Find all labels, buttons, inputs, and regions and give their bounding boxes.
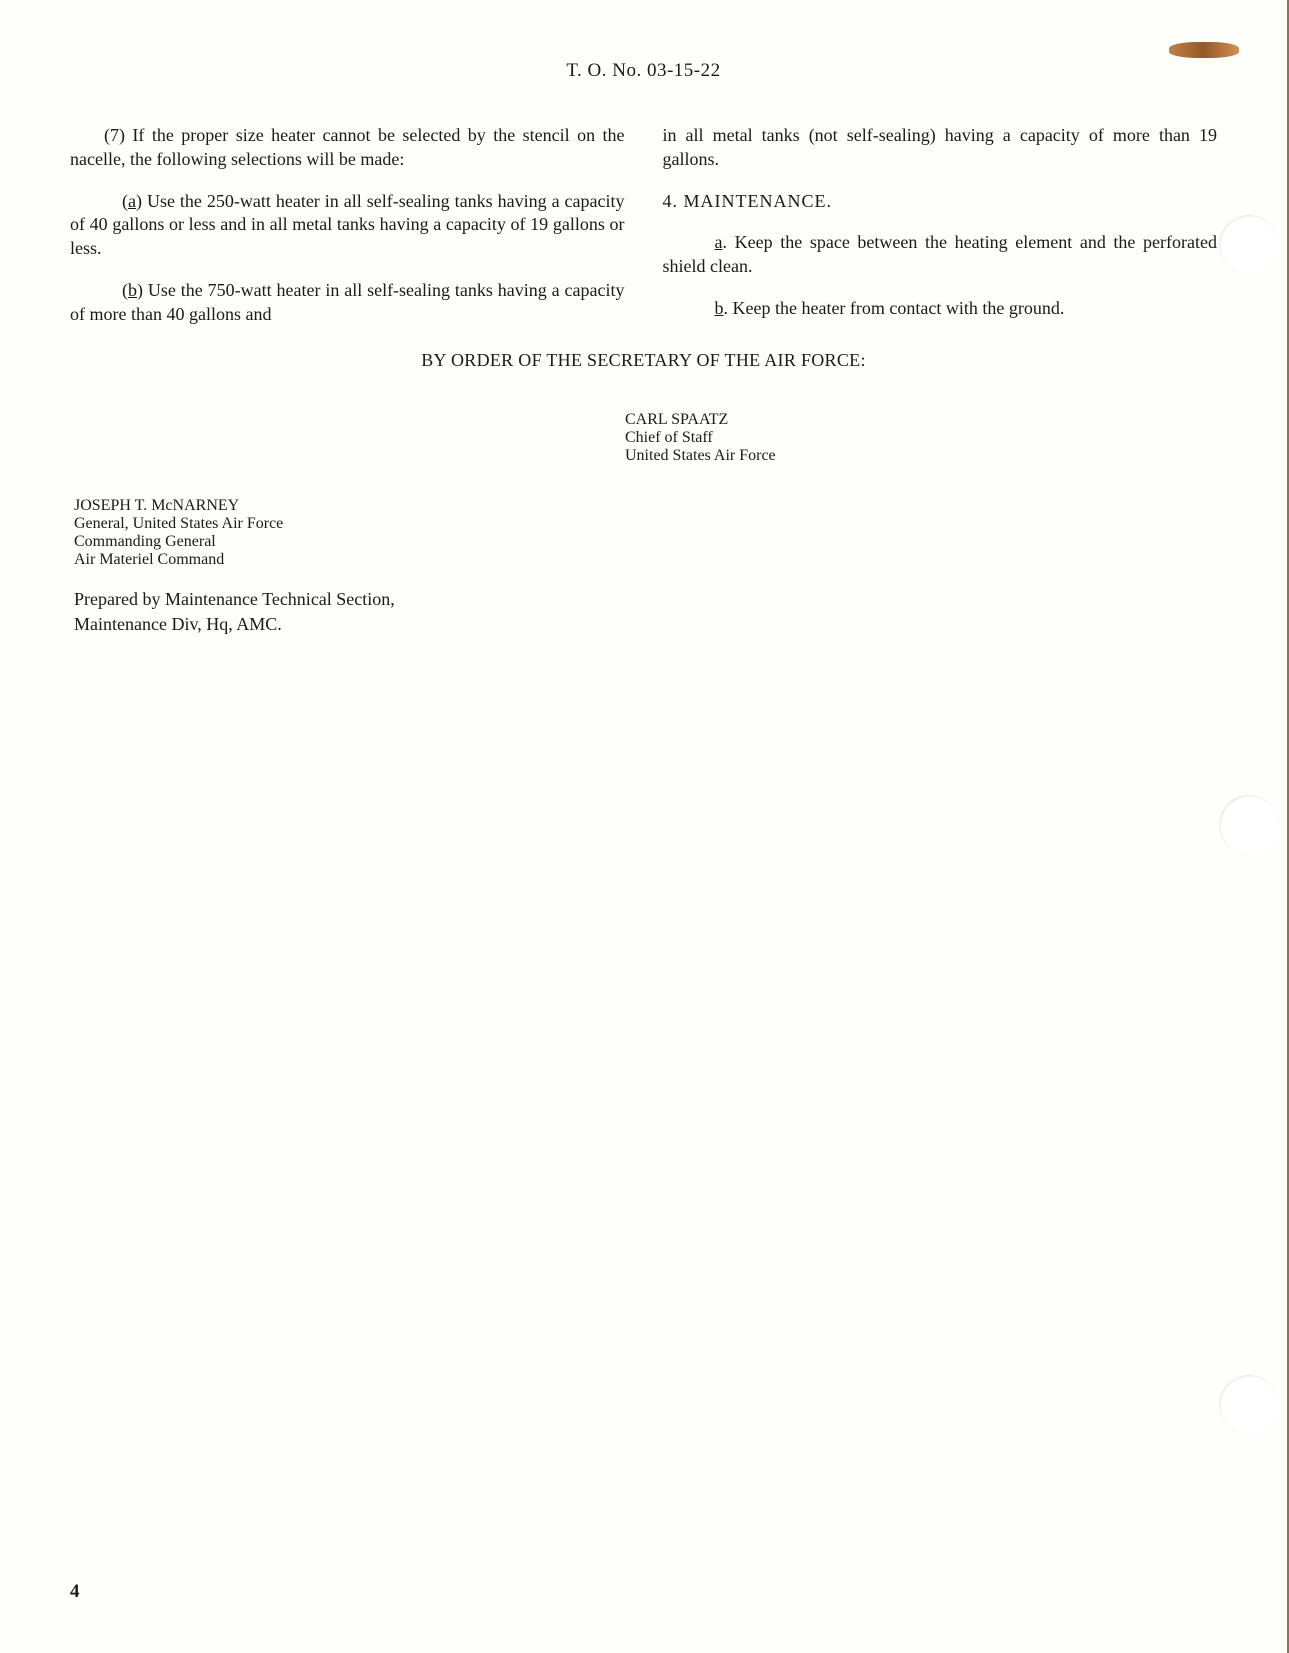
letter-a: a <box>715 232 723 252</box>
binder-hole <box>1219 795 1279 855</box>
sig-org: Air Materiel Command <box>74 551 1217 569</box>
para-4a-text: . Keep the space between the heating ele… <box>663 232 1218 276</box>
para-continuation: in all metal tanks (not self-sealing) ha… <box>663 124 1218 172</box>
body-columns: (7) If the proper size heater cannot be … <box>70 124 1217 344</box>
para-7: (7) If the proper size heater cannot be … <box>70 124 625 172</box>
prepared-line-2: Maintenance Div, Hq, AMC. <box>74 612 1217 636</box>
document-page: T. O. No. 03-15-22 (7) If the proper siz… <box>0 0 1289 1653</box>
letter-b: b <box>715 298 724 318</box>
binder-hole <box>1219 1375 1279 1435</box>
letter-a: a <box>128 191 136 211</box>
document-header: T. O. No. 03-15-22 <box>70 60 1217 82</box>
section-4-heading: 4. MAINTENANCE. <box>663 190 1218 214</box>
para-4b: b. Keep the heater from contact with the… <box>663 297 1218 321</box>
prepared-line-1: Prepared by Maintenance Technical Sectio… <box>74 587 1217 611</box>
sig-name: CARL SPAATZ <box>625 411 1217 429</box>
letter-b: b <box>128 280 137 300</box>
order-authority-line: BY ORDER OF THE SECRETARY OF THE AIR FOR… <box>70 350 1217 371</box>
sig-org: United States Air Force <box>625 447 1217 465</box>
para-4b-text: . Keep the heater from contact with the … <box>724 298 1065 318</box>
signature-chief-of-staff: CARL SPAATZ Chief of Staff United States… <box>625 411 1217 465</box>
para-7b-text: ) Use the 750-watt heater in all self-se… <box>70 280 625 324</box>
sig-rank: General, United States Air Force <box>74 515 1217 533</box>
signature-commanding-general: JOSEPH T. McNARNEY General, United State… <box>74 497 1217 569</box>
para-7a: (a) Use the 250-watt heater in all self-… <box>70 190 625 261</box>
para-7a-text: ) Use the 250-watt heater in all self-se… <box>70 191 625 259</box>
staple-rust-mark <box>1169 42 1239 58</box>
prepared-by-block: Prepared by Maintenance Technical Sectio… <box>74 587 1217 636</box>
para-7b: (b) Use the 750-watt heater in all self-… <box>70 279 625 327</box>
para-4a: a. Keep the space between the heating el… <box>663 231 1218 279</box>
sig-name: JOSEPH T. McNARNEY <box>74 497 1217 515</box>
left-column: (7) If the proper size heater cannot be … <box>70 124 625 344</box>
right-column: in all metal tanks (not self-sealing) ha… <box>663 124 1218 344</box>
page-number: 4 <box>70 1581 80 1603</box>
sig-title: Chief of Staff <box>625 429 1217 447</box>
binder-hole <box>1219 215 1279 275</box>
sig-title: Commanding General <box>74 533 1217 551</box>
